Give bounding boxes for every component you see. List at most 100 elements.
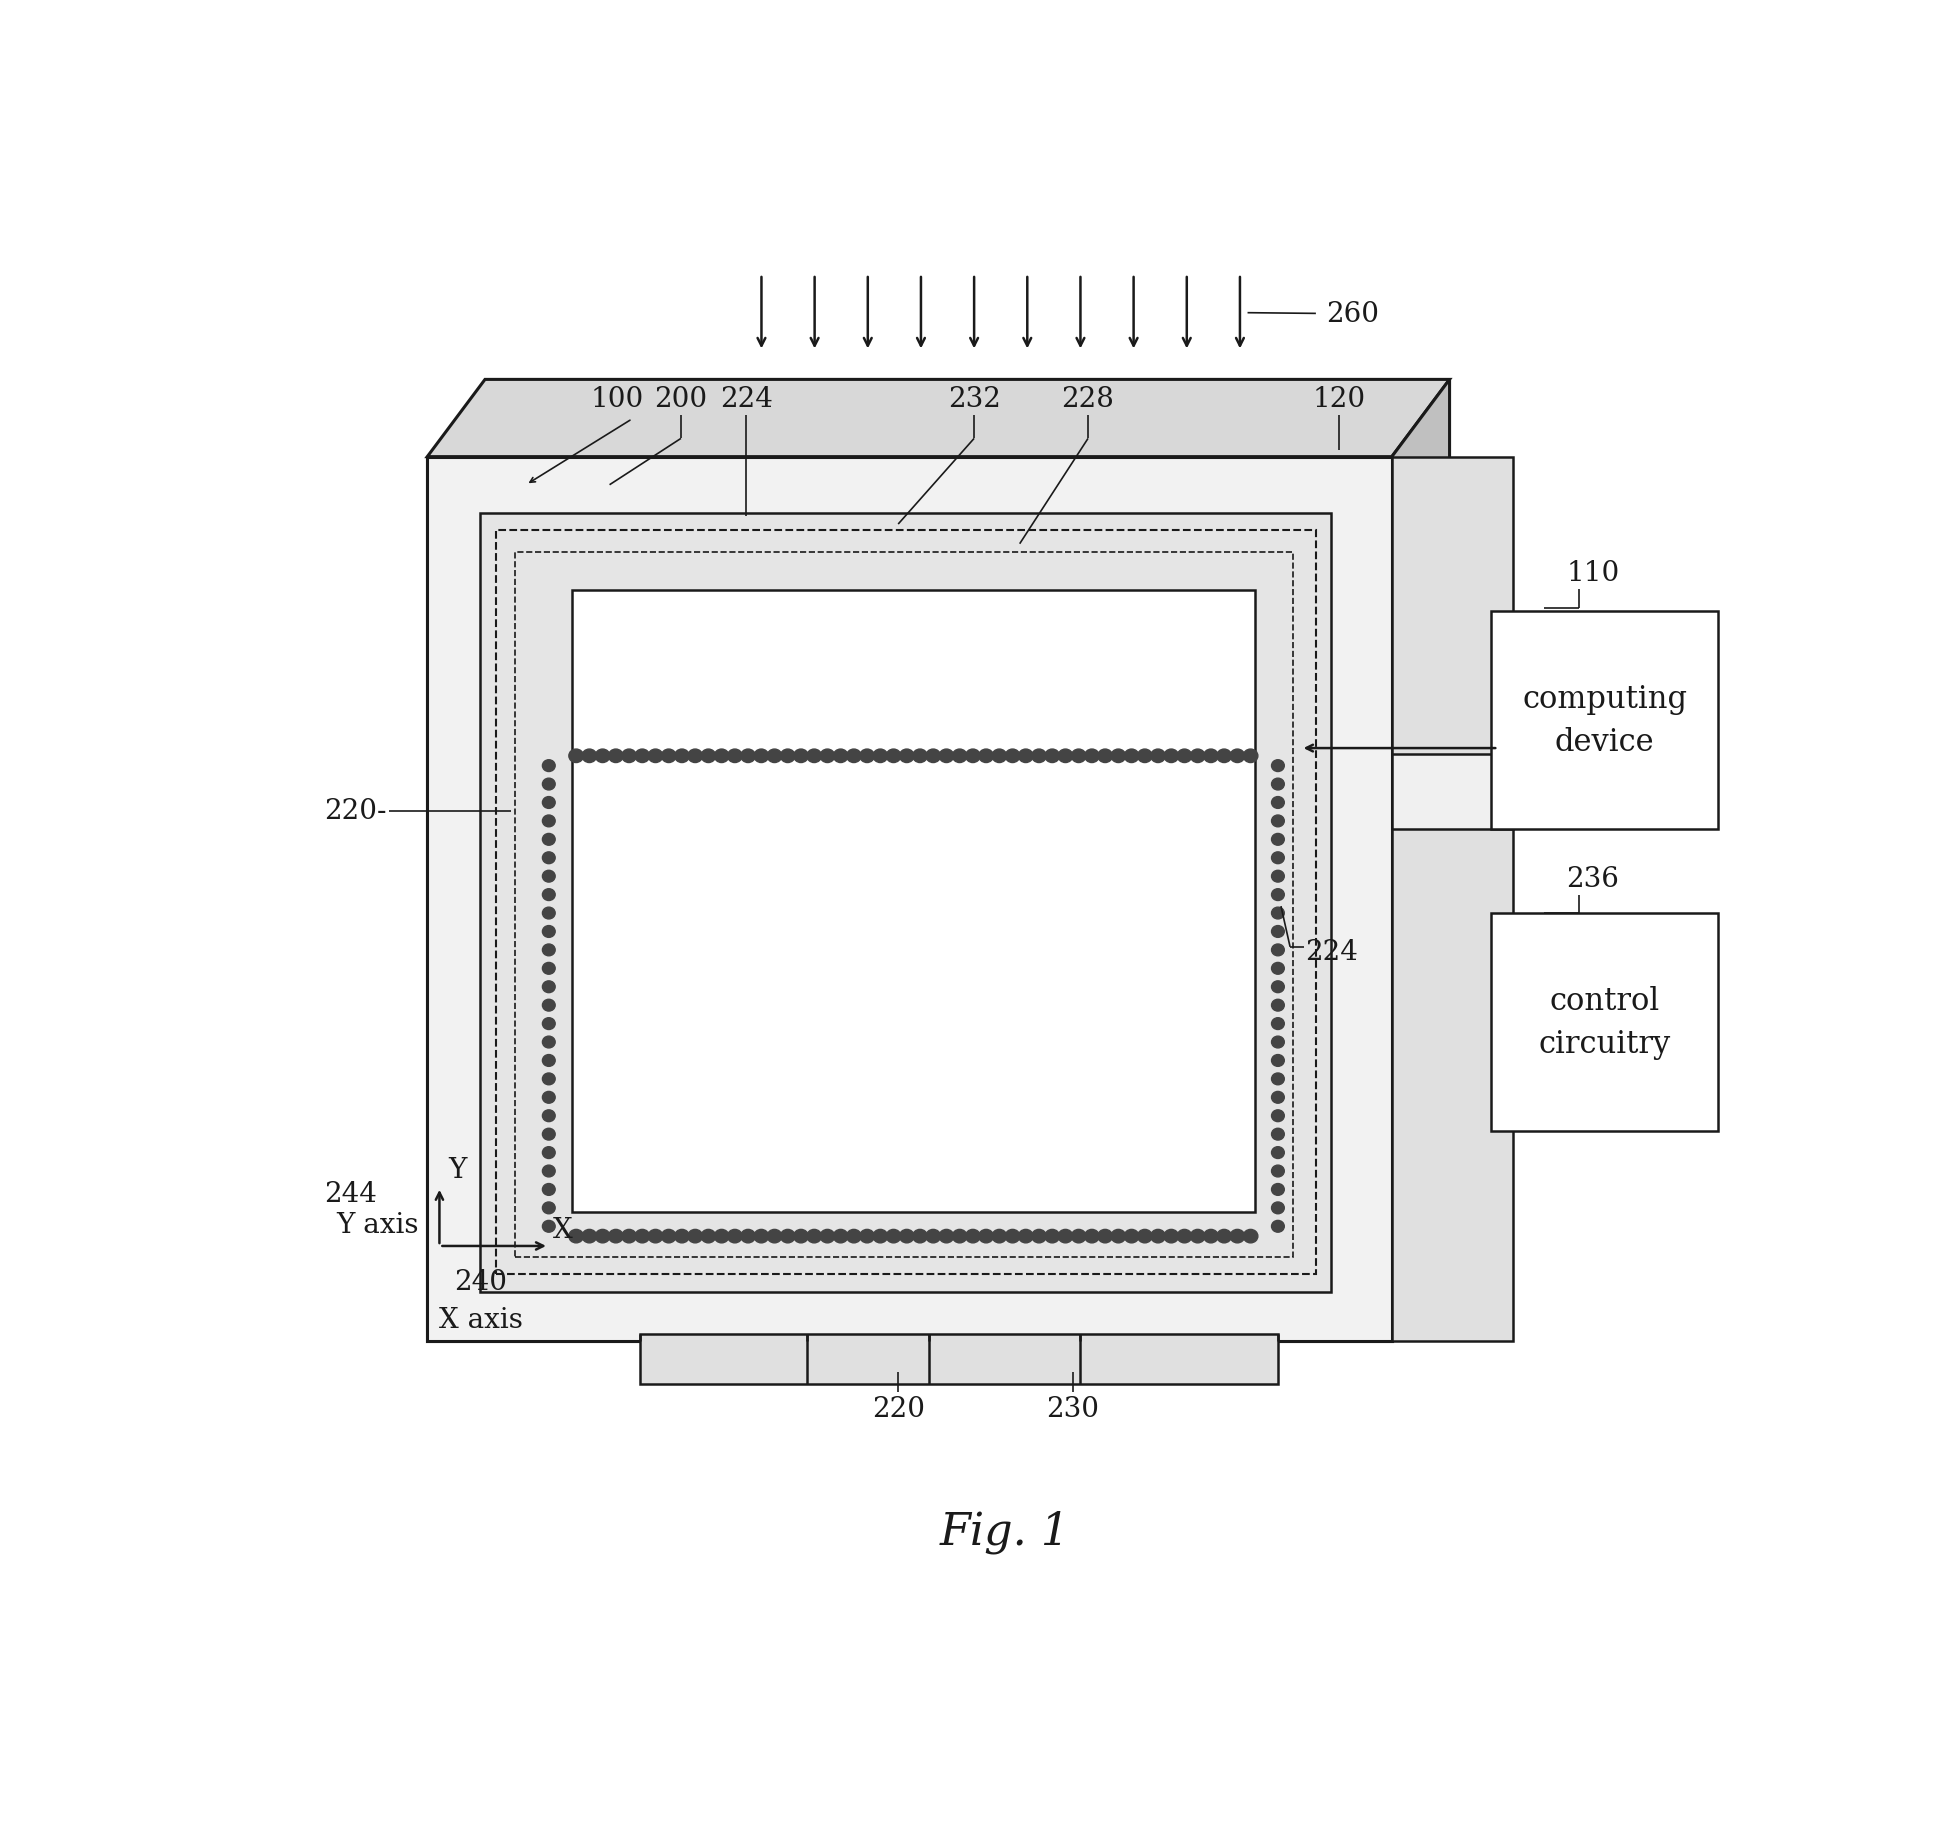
Circle shape [1084, 749, 1100, 764]
Circle shape [1217, 1231, 1231, 1243]
Circle shape [727, 1231, 743, 1243]
Circle shape [543, 926, 555, 937]
Circle shape [766, 749, 782, 764]
Circle shape [794, 749, 808, 764]
Circle shape [860, 1231, 874, 1243]
Circle shape [702, 1231, 715, 1243]
Circle shape [978, 749, 994, 764]
Polygon shape [1392, 381, 1450, 1342]
Circle shape [939, 749, 955, 764]
Bar [480, 514, 1331, 1293]
Circle shape [1125, 1231, 1139, 1243]
Circle shape [1098, 749, 1113, 764]
Circle shape [900, 749, 913, 764]
Circle shape [1125, 749, 1139, 764]
Circle shape [608, 749, 623, 764]
Text: 260: 260 [1327, 301, 1380, 328]
Circle shape [543, 760, 555, 773]
Circle shape [1203, 1231, 1219, 1243]
Circle shape [872, 749, 888, 764]
Circle shape [1190, 749, 1205, 764]
Circle shape [1005, 749, 1019, 764]
Circle shape [794, 1231, 808, 1243]
Circle shape [1111, 749, 1125, 764]
Circle shape [635, 1231, 649, 1243]
Text: computing
device: computing device [1523, 684, 1688, 758]
Circle shape [543, 1056, 555, 1066]
Circle shape [1272, 963, 1284, 975]
Circle shape [925, 749, 941, 764]
Circle shape [1272, 1092, 1284, 1103]
Text: 224: 224 [719, 385, 772, 412]
Circle shape [1072, 749, 1086, 764]
Bar [515, 552, 1294, 1258]
Circle shape [1019, 1231, 1033, 1243]
Circle shape [1178, 1231, 1192, 1243]
Circle shape [939, 1231, 955, 1243]
Circle shape [543, 815, 555, 828]
Circle shape [1272, 981, 1284, 994]
Circle shape [1272, 833, 1284, 846]
Circle shape [568, 1231, 584, 1243]
Circle shape [978, 1231, 994, 1243]
Circle shape [543, 981, 555, 994]
Circle shape [872, 1231, 888, 1243]
Circle shape [1137, 749, 1152, 764]
Circle shape [1098, 1231, 1113, 1243]
Circle shape [1019, 749, 1033, 764]
Circle shape [1272, 890, 1284, 901]
Circle shape [1031, 1231, 1047, 1243]
Circle shape [1272, 871, 1284, 882]
Circle shape [1272, 1147, 1284, 1159]
Bar [427, 458, 1392, 1342]
Circle shape [713, 1231, 729, 1243]
Circle shape [543, 890, 555, 901]
Circle shape [543, 1128, 555, 1141]
Circle shape [1272, 1056, 1284, 1066]
Circle shape [543, 778, 555, 791]
Circle shape [1005, 1231, 1019, 1243]
Circle shape [1272, 760, 1284, 773]
Circle shape [543, 963, 555, 975]
Text: 200: 200 [655, 385, 708, 412]
Circle shape [1084, 1231, 1100, 1243]
Polygon shape [427, 381, 1450, 458]
Circle shape [780, 1231, 796, 1243]
Circle shape [992, 1231, 1007, 1243]
Circle shape [661, 749, 676, 764]
Bar [1392, 755, 1513, 829]
Circle shape [543, 833, 555, 846]
Circle shape [713, 749, 729, 764]
Circle shape [568, 749, 584, 764]
Circle shape [1243, 749, 1258, 764]
Circle shape [1203, 749, 1219, 764]
Circle shape [688, 749, 702, 764]
Bar [496, 530, 1315, 1274]
Circle shape [766, 1231, 782, 1243]
Circle shape [741, 749, 755, 764]
Circle shape [543, 999, 555, 1012]
Circle shape [833, 1231, 849, 1243]
Circle shape [1164, 749, 1178, 764]
Circle shape [1272, 1128, 1284, 1141]
Circle shape [886, 749, 902, 764]
Circle shape [621, 749, 637, 764]
Circle shape [1272, 1017, 1284, 1030]
Circle shape [727, 749, 743, 764]
Circle shape [1164, 1231, 1178, 1243]
Circle shape [808, 749, 821, 764]
Circle shape [1151, 749, 1166, 764]
Circle shape [621, 1231, 637, 1243]
Circle shape [1137, 1231, 1152, 1243]
Circle shape [543, 1110, 555, 1121]
Circle shape [741, 1231, 755, 1243]
Circle shape [1272, 1203, 1284, 1214]
Circle shape [543, 797, 555, 809]
Circle shape [649, 1231, 662, 1243]
Circle shape [702, 749, 715, 764]
Circle shape [1072, 1231, 1086, 1243]
Circle shape [1045, 749, 1060, 764]
Circle shape [847, 1231, 860, 1243]
Circle shape [966, 1231, 980, 1243]
Circle shape [608, 1231, 623, 1243]
